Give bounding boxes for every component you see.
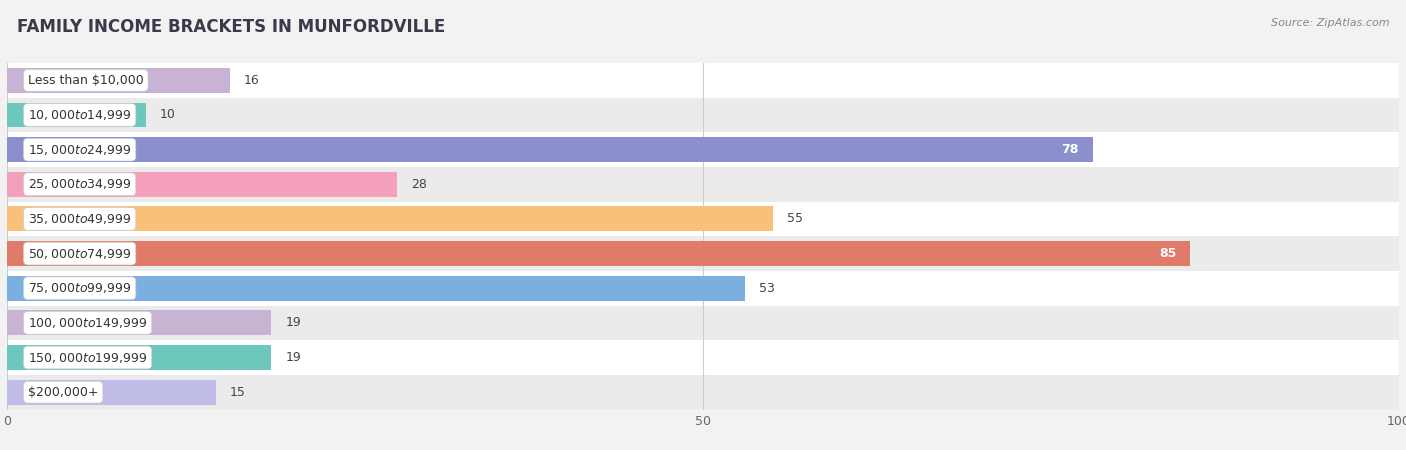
- Bar: [7, 167, 1399, 202]
- Bar: [7, 271, 1399, 306]
- Bar: [7, 306, 1399, 340]
- Text: 28: 28: [411, 178, 426, 191]
- Text: 16: 16: [243, 74, 260, 87]
- Bar: [7, 380, 217, 405]
- Bar: [7, 202, 1399, 236]
- Bar: [7, 310, 271, 335]
- Bar: [7, 241, 1191, 266]
- Bar: [7, 172, 396, 197]
- Text: Less than $10,000: Less than $10,000: [28, 74, 143, 87]
- Text: $50,000 to $74,999: $50,000 to $74,999: [28, 247, 131, 261]
- Bar: [7, 236, 1399, 271]
- Bar: [7, 345, 271, 370]
- Text: 55: 55: [786, 212, 803, 225]
- Bar: [7, 137, 1092, 162]
- Text: 78: 78: [1062, 143, 1078, 156]
- Bar: [7, 340, 1399, 375]
- Bar: [7, 98, 1399, 132]
- Text: $10,000 to $14,999: $10,000 to $14,999: [28, 108, 131, 122]
- Text: FAMILY INCOME BRACKETS IN MUNFORDVILLE: FAMILY INCOME BRACKETS IN MUNFORDVILLE: [17, 18, 446, 36]
- Bar: [7, 375, 1399, 410]
- Bar: [7, 276, 745, 301]
- Bar: [7, 132, 1399, 167]
- Text: 15: 15: [229, 386, 246, 399]
- Bar: [7, 207, 773, 231]
- Text: $200,000+: $200,000+: [28, 386, 98, 399]
- Text: 10: 10: [160, 108, 176, 122]
- Text: $25,000 to $34,999: $25,000 to $34,999: [28, 177, 131, 191]
- Text: $150,000 to $199,999: $150,000 to $199,999: [28, 351, 148, 364]
- Text: $15,000 to $24,999: $15,000 to $24,999: [28, 143, 131, 157]
- Bar: [7, 103, 146, 127]
- Bar: [7, 63, 1399, 98]
- Text: $35,000 to $49,999: $35,000 to $49,999: [28, 212, 131, 226]
- Text: 19: 19: [285, 351, 301, 364]
- Text: 53: 53: [759, 282, 775, 295]
- Text: $75,000 to $99,999: $75,000 to $99,999: [28, 281, 131, 295]
- Text: 85: 85: [1159, 247, 1177, 260]
- Text: $100,000 to $149,999: $100,000 to $149,999: [28, 316, 148, 330]
- Text: Source: ZipAtlas.com: Source: ZipAtlas.com: [1271, 18, 1389, 28]
- Bar: [7, 68, 229, 93]
- Text: 19: 19: [285, 316, 301, 329]
